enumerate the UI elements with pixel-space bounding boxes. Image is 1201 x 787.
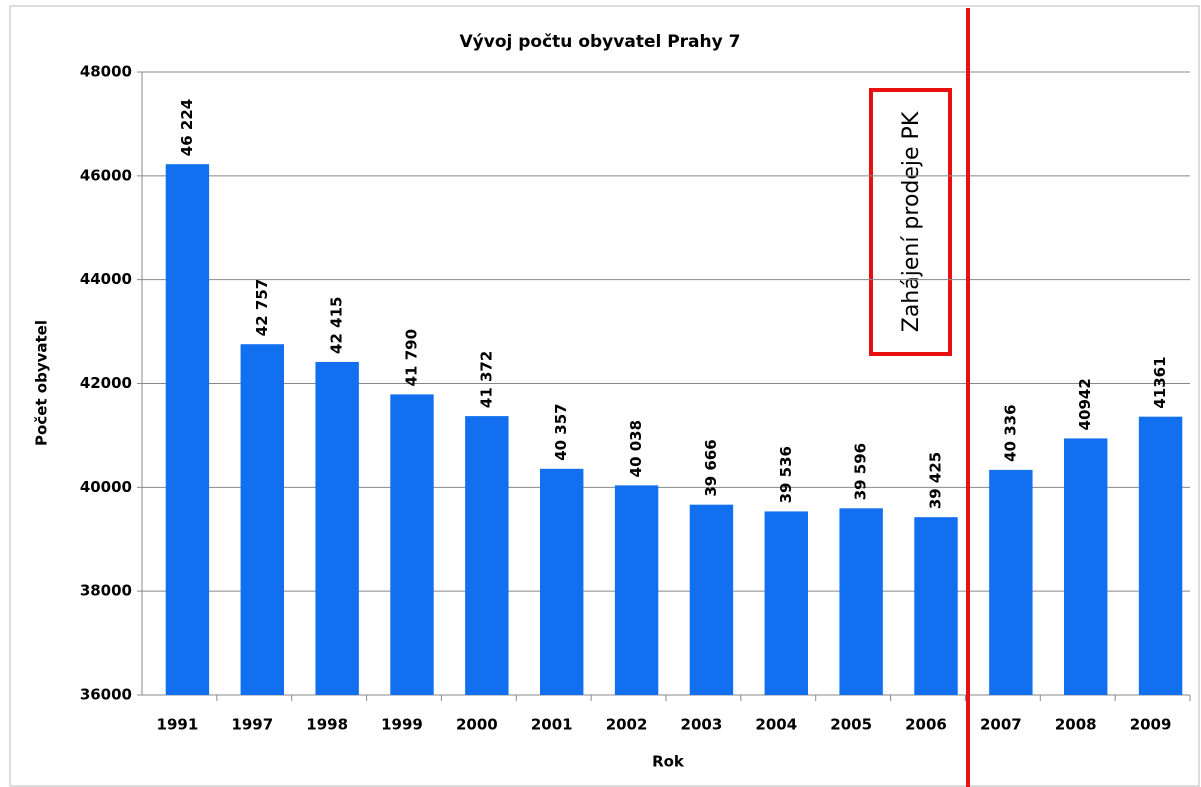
bar	[390, 394, 434, 695]
value-label: 41361	[1151, 356, 1169, 408]
value-label: 42 757	[253, 279, 271, 336]
value-label: 39 666	[702, 439, 720, 496]
y-axis-label: Počet obyvatel	[33, 320, 51, 446]
bar	[1138, 416, 1183, 695]
bar	[165, 164, 210, 696]
value-label: 39 596	[852, 443, 870, 500]
annotation: Zahájení prodeje PK	[899, 111, 924, 332]
bar	[914, 517, 958, 695]
value-label: 40 357	[552, 403, 570, 460]
value-label: 41 790	[403, 329, 421, 386]
y-tick-label: 40000	[80, 478, 132, 496]
value-label: 41 372	[477, 351, 495, 408]
chart-frame	[9, 5, 1200, 787]
x-tick-label: 2008	[1055, 716, 1097, 734]
x-tick-label: 2009	[1130, 716, 1172, 734]
x-tick-label: 2005	[830, 716, 872, 734]
value-label: 40 336	[1001, 404, 1019, 461]
bar	[315, 361, 359, 695]
chart-title: Vývoj počtu obyvatel Prahy 7	[460, 32, 741, 52]
x-tick-label: 2003	[681, 716, 723, 734]
y-tick-label: 48000	[80, 63, 132, 81]
value-label: 40 038	[627, 420, 645, 477]
y-tick-label: 44000	[80, 270, 132, 288]
x-tick-label: 1998	[306, 716, 348, 734]
value-label: 42 415	[328, 297, 346, 354]
value-label: 39 425	[927, 452, 945, 509]
x-tick-label: 1997	[231, 716, 273, 734]
bar	[689, 504, 734, 695]
y-tick-label: 38000	[80, 582, 132, 600]
bar	[1064, 438, 1108, 695]
annotation-box	[869, 88, 952, 356]
y-tick-label: 42000	[80, 374, 132, 392]
value-label: 40942	[1076, 378, 1094, 430]
x-tick-label: 1991	[157, 716, 199, 734]
bar	[839, 508, 883, 695]
x-tick-label: 2006	[905, 716, 947, 734]
x-tick-label: 2004	[755, 716, 797, 734]
bar	[240, 344, 284, 695]
x-tick-label: 2002	[606, 716, 648, 734]
bar	[989, 469, 1033, 695]
bar	[465, 416, 509, 695]
value-label: 39 536	[777, 446, 795, 503]
y-tick-label: 36000	[80, 686, 132, 704]
x-tick-label: 2001	[531, 716, 573, 734]
x-tick-label: 2007	[980, 716, 1022, 734]
bar	[614, 485, 659, 695]
x-tick-label: 1999	[381, 716, 423, 734]
x-tick-label: 2000	[456, 716, 498, 734]
bar	[764, 511, 808, 695]
x-axis-label: Rok	[652, 753, 685, 771]
value-label: 46 224	[178, 99, 196, 156]
y-tick-label: 46000	[80, 166, 132, 184]
bar	[540, 468, 584, 695]
